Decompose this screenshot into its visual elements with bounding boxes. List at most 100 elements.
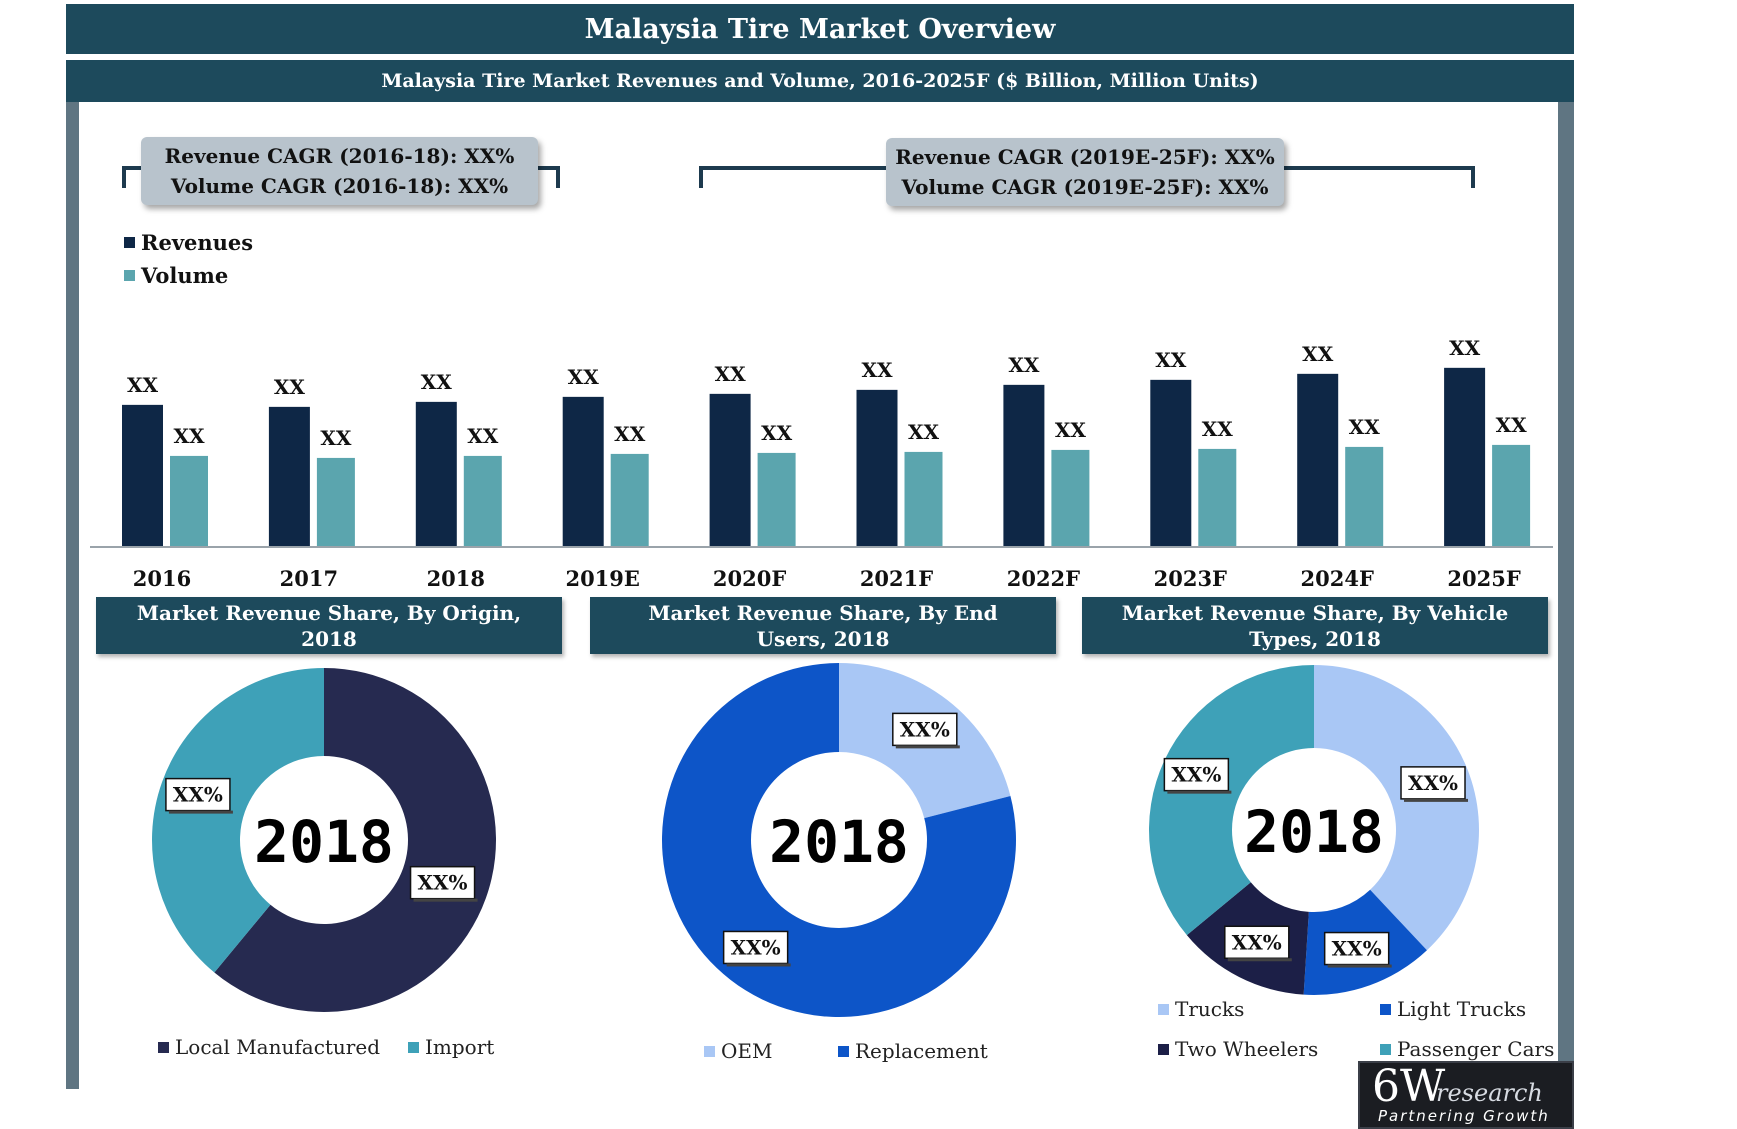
slice-label-text-passenger-cars: XX%: [1171, 763, 1221, 787]
legend-light-trucks-swatch: [1380, 1003, 1391, 1015]
x-tick-label-2017: 2017: [280, 566, 338, 591]
slice-label-text-replacement: XX%: [731, 935, 781, 959]
slice-passenger-cars: [1149, 665, 1314, 936]
bar-volume-2020f: [757, 452, 796, 547]
origin-panel-title: Market Revenue Share, By Origin, 2018: [136, 600, 522, 651]
logo-suffix: research: [1436, 1079, 1543, 1107]
data-label-revenues-2025f: XX: [1449, 336, 1481, 360]
legend-two-wheelers-label: Two Wheelers: [1175, 1037, 1319, 1061]
bar-volume-2017: [316, 457, 355, 547]
logo-main: 6W: [1372, 1061, 1446, 1112]
donut-center-label: 2018: [769, 808, 909, 876]
legend-revenues-label: Revenues: [141, 230, 254, 255]
slice-label-shadow-trucks: [1404, 798, 1469, 802]
legend-two-wheelers: Two Wheelers: [1158, 1037, 1318, 1061]
bar-revenues-2019e: [562, 396, 604, 547]
slice-label-shadow-import: [168, 810, 233, 814]
pie-end-users: XX% XX% 2018: [662, 663, 1016, 1017]
bar-revenues-2018: [415, 401, 457, 547]
bar-volume-2016: [170, 455, 208, 547]
legend-light-trucks: Light Trucks: [1380, 997, 1526, 1021]
legend-revenues: Revenues: [124, 230, 253, 255]
company-logo: 6W research Partnering Growth: [1358, 1061, 1574, 1129]
data-label-revenues-2018: XX: [421, 370, 453, 394]
right-frame-rail: [1558, 102, 1574, 1062]
data-label-volume-2019e: XX: [614, 422, 646, 446]
legend-volume-swatch: [124, 270, 135, 281]
data-label-volume-2020f: XX: [761, 421, 793, 445]
data-label-volume-2024f: XX: [1349, 415, 1381, 439]
pie-origin: XX% XX% 2018: [152, 668, 497, 1012]
x-tick-label-2023f: 2023F: [1154, 566, 1227, 591]
x-tick-label-2019e: 2019E: [565, 566, 639, 591]
data-label-volume-2023f: XX: [1202, 417, 1234, 441]
slice-label-two-wheelers: XX%: [1224, 925, 1292, 962]
donut-center-label: 2018: [254, 808, 394, 876]
slice-trucks: [1314, 665, 1479, 951]
legend-volume-label: Volume: [141, 263, 229, 288]
page-subtitle: Malaysia Tire Market Revenues and Volume…: [66, 60, 1574, 102]
data-label-volume-2016: XX: [173, 424, 205, 448]
slice-label-box-light-trucks: [1323, 931, 1390, 966]
slice-label-passenger-cars: XX%: [1163, 757, 1232, 794]
data-label-revenues-2019e: XX: [568, 365, 600, 389]
legend-local-manufactured: Local Manufactured: [158, 1035, 380, 1059]
legend-revenues-swatch: [124, 237, 135, 248]
bar-revenues-2016: [122, 404, 163, 547]
legend-replacement-label: Replacement: [855, 1039, 988, 1063]
title-divider: [78, 57, 1562, 59]
bar-revenues-2020f: [709, 393, 751, 547]
bar-volume-2021f: [904, 451, 943, 547]
data-label-volume-2022f: XX: [1055, 418, 1087, 442]
slice-label-box-oem: [892, 712, 958, 747]
slice-label-shadow-local-manufactured: [413, 898, 478, 902]
slice-label-oem: XX%: [892, 712, 960, 749]
slice-label-shadow-light-trucks: [1327, 964, 1392, 968]
data-label-volume-2021f: XX: [908, 420, 940, 444]
end-users-panel-title: Market Revenue Share, By End Users, 2018: [648, 600, 998, 651]
donut-center-label: 2018: [1244, 798, 1384, 866]
vehicle-types-panel-title: Market Revenue Share, By Vehicle Types, …: [1121, 600, 1509, 651]
bar-volume-2025f: [1492, 444, 1531, 547]
x-tick-label-2024f: 2024F: [1301, 566, 1374, 591]
slice-label-import: XX%: [165, 777, 233, 814]
chart-frame: Malaysia Tire Market Overview Malaysia T…: [66, 4, 1574, 1089]
slice-label-box-replacement: [722, 930, 789, 965]
vehicle-types-panel-header: Market Revenue Share, By Vehicle Types, …: [1082, 597, 1548, 654]
bar-revenues-2022f: [1003, 384, 1045, 547]
legend-import: Import: [408, 1035, 494, 1059]
end-users-panel-header: Market Revenue Share, By End Users, 2018: [590, 597, 1056, 654]
legend-import-label: Import: [425, 1035, 495, 1059]
x-tick-label-2025f: 2025F: [1447, 566, 1520, 591]
slice-local-manufactured: [214, 668, 497, 1012]
data-label-revenues-2021f: XX: [861, 358, 893, 382]
slice-label-text-light-trucks: XX%: [1332, 937, 1382, 961]
slice-import: [152, 668, 324, 973]
page-title: Malaysia Tire Market Overview: [66, 4, 1574, 54]
slice-label-local-manufactured: XX%: [409, 865, 478, 902]
x-tick-label-2020f: 2020F: [713, 566, 786, 591]
slice-label-trucks: XX%: [1400, 766, 1469, 802]
bar-volume-2024f: [1345, 446, 1384, 547]
slice-replacement: [662, 663, 1016, 1017]
legend-light-trucks-label: Light Trucks: [1397, 997, 1527, 1021]
legend-passenger-cars-label: Passenger Cars: [1397, 1037, 1555, 1061]
legend-replacement: Replacement: [838, 1039, 988, 1063]
x-tick-label-2021f: 2021F: [860, 566, 933, 591]
slice-label-text-oem: XX%: [900, 717, 950, 741]
bar-volume-2023f: [1198, 448, 1237, 547]
slice-label-shadow-two-wheelers: [1227, 958, 1292, 962]
pie-vehicle-types: XX% XX% XX% XX% 2018: [1149, 665, 1479, 995]
left-frame-rail: [66, 102, 79, 1089]
historic-volume-cagr: Volume CAGR (2016-18): XX%: [170, 174, 509, 198]
legend-trucks-label: Trucks: [1175, 997, 1245, 1021]
bar-revenues-2017: [268, 406, 310, 547]
data-label-volume-2017: XX: [320, 426, 352, 450]
data-label-revenues-2017: XX: [274, 375, 306, 399]
slice-label-box-local-manufactured: [409, 865, 476, 900]
slice-label-shadow-oem: [895, 745, 960, 749]
data-label-revenues-2024f: XX: [1302, 342, 1334, 366]
legend-passenger-cars: Passenger Cars: [1380, 1037, 1554, 1061]
bar-volume-2019e: [610, 453, 649, 547]
bar-revenues-2021f: [856, 389, 898, 547]
